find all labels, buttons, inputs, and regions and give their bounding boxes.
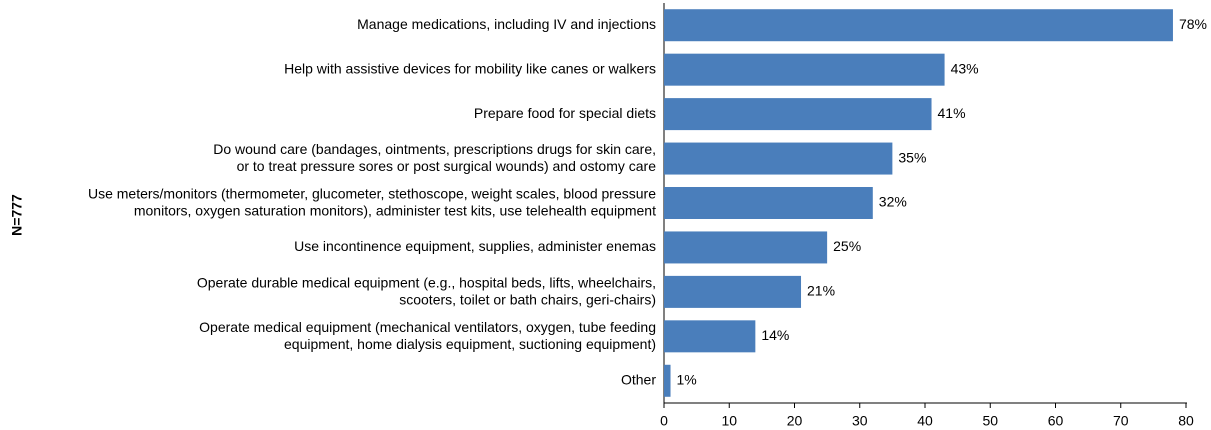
value-label: 1% xyxy=(677,371,697,387)
value-label: 78% xyxy=(1179,16,1207,32)
category-label: Other xyxy=(621,371,656,387)
bar xyxy=(664,320,756,353)
x-tick-label: 80 xyxy=(1178,413,1194,429)
x-tick-label: 70 xyxy=(1113,413,1129,429)
category-label: Help with assistive devices for mobility… xyxy=(284,60,656,76)
x-tick-label: 60 xyxy=(1048,413,1064,429)
category-label: Do wound care (bandages, ointments, pres… xyxy=(213,141,656,174)
x-tick-label: 40 xyxy=(917,413,933,429)
bar xyxy=(664,53,945,86)
category-label: Prepare food for special diets xyxy=(474,105,656,121)
category-label: Use incontinence equipment, supplies, ad… xyxy=(294,238,656,254)
x-tick-label: 20 xyxy=(787,413,803,429)
category-label: Operate durable medical equipment (e.g.,… xyxy=(197,274,656,307)
bar xyxy=(664,142,893,175)
x-tick-label: 50 xyxy=(982,413,998,429)
bar xyxy=(664,275,802,308)
bar xyxy=(664,9,1173,42)
category-label: Operate medical equipment (mechanical ve… xyxy=(199,319,656,352)
y-axis-label: N=777 xyxy=(9,194,25,236)
x-tick-label: 30 xyxy=(852,413,868,429)
value-label: 25% xyxy=(833,238,861,254)
bar xyxy=(664,231,828,264)
category-label: Use meters/monitors (thermometer, glucom… xyxy=(88,185,656,218)
value-label: 43% xyxy=(951,60,979,76)
bar xyxy=(664,98,932,131)
value-label: 41% xyxy=(938,105,966,121)
bar xyxy=(664,364,671,397)
category-label: Manage medications, including IV and inj… xyxy=(357,16,656,32)
value-label: 32% xyxy=(879,194,907,210)
value-label: 21% xyxy=(807,283,835,299)
x-tick-label: 0 xyxy=(660,413,668,429)
bar xyxy=(664,187,873,219)
value-label: 35% xyxy=(898,149,926,165)
x-tick-label: 10 xyxy=(721,413,737,429)
value-label: 14% xyxy=(761,327,789,343)
